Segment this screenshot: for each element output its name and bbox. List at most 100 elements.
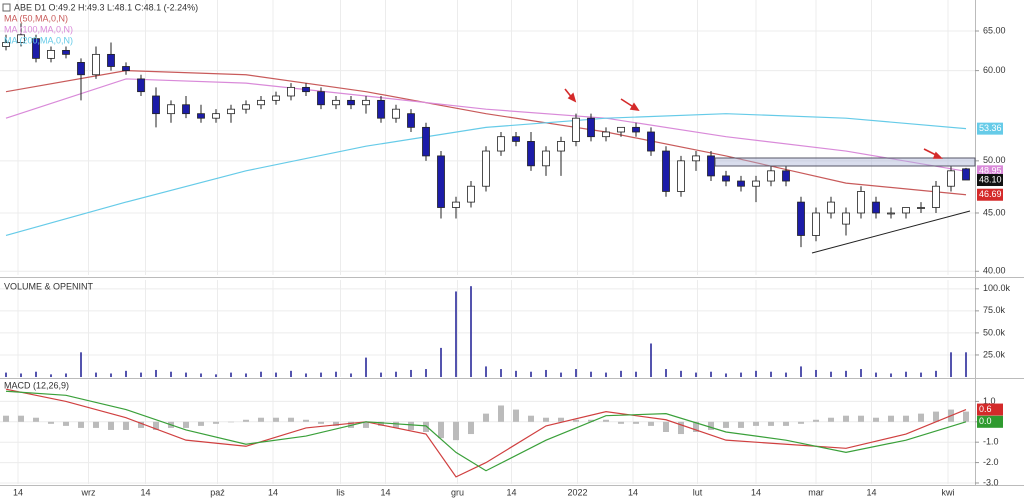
candle-body xyxy=(797,201,805,236)
volume-bar xyxy=(545,369,547,377)
volume-bar xyxy=(95,372,97,377)
y-tick-label: -1.0 xyxy=(983,437,999,447)
histogram-bar xyxy=(438,421,444,439)
volume-bar xyxy=(725,373,727,377)
candle-body xyxy=(122,66,130,72)
histogram-bar xyxy=(378,421,384,426)
volume-bar xyxy=(665,369,667,377)
histogram-bar xyxy=(933,411,939,422)
volume-bar xyxy=(185,372,187,377)
price-tag xyxy=(977,188,1003,201)
indicator-line xyxy=(5,113,967,237)
volume-bar xyxy=(50,374,52,377)
volume-bar xyxy=(260,371,262,377)
volume-bar xyxy=(890,373,892,377)
volume-bar xyxy=(860,369,862,377)
volume-bar xyxy=(710,371,712,377)
candle-body xyxy=(947,170,955,187)
histogram-bar xyxy=(618,421,624,424)
volume-bar xyxy=(320,372,322,377)
y-tick-label: -3.0 xyxy=(983,477,999,487)
volume-bar xyxy=(950,352,952,377)
candle-body xyxy=(287,86,295,97)
histogram-bar xyxy=(963,411,969,422)
candle-body xyxy=(32,38,40,59)
candle-body xyxy=(662,150,670,192)
volume-bar xyxy=(65,373,67,377)
histogram-bar xyxy=(258,417,264,422)
volume-bar xyxy=(170,371,172,377)
volume-bar xyxy=(485,366,487,377)
histogram-bar xyxy=(498,405,504,422)
histogram-bar xyxy=(303,419,309,422)
histogram-bar xyxy=(753,421,759,426)
x-tick-label: 2022 xyxy=(567,487,587,497)
candle-body xyxy=(647,131,655,152)
volume-bar xyxy=(530,371,532,377)
x-tick-label: kwi xyxy=(942,487,955,497)
candle-body xyxy=(182,104,190,115)
candle-body xyxy=(107,53,115,67)
x-tick-label: 14 xyxy=(380,487,390,497)
histogram-bar xyxy=(708,421,714,430)
candle-body xyxy=(872,201,880,214)
candle-body xyxy=(2,42,10,47)
volume-bar xyxy=(965,352,967,377)
candle-body xyxy=(332,99,340,106)
candle-body xyxy=(62,49,70,55)
price-tag-label: 0.0 xyxy=(979,416,992,426)
volume-bar xyxy=(245,373,247,377)
candle-body xyxy=(692,155,700,162)
candle-body xyxy=(227,108,235,115)
x-tick-label: 14 xyxy=(268,487,278,497)
y-tick-label: 1.0 xyxy=(983,396,996,406)
histogram-bar xyxy=(888,415,894,422)
histogram-bar xyxy=(678,421,684,435)
volume-bar xyxy=(635,371,637,377)
candle-body xyxy=(77,62,85,76)
histogram-bar xyxy=(18,415,24,422)
price-tag xyxy=(977,122,1003,135)
volume-bar xyxy=(590,371,592,377)
volume-bar xyxy=(125,370,127,377)
histogram-bar xyxy=(513,409,519,422)
panel-title: MACD (12,26,9) xyxy=(4,380,69,390)
histogram-bar xyxy=(858,415,864,422)
volume-bar xyxy=(440,347,442,377)
candle-body xyxy=(167,104,175,115)
volume-bar xyxy=(155,369,157,377)
chart-title: ABE D1 O:49.2 H:49.3 L:48.1 C:48.1 (-2.2… xyxy=(14,2,198,12)
x-tick-label: 14 xyxy=(628,487,638,497)
price-tag-label: 48.10 xyxy=(979,174,1002,184)
histogram-bar xyxy=(903,415,909,422)
volume-bar xyxy=(815,369,817,377)
histogram-bar xyxy=(393,421,399,428)
price-tag xyxy=(977,415,1003,428)
histogram-bar xyxy=(483,413,489,422)
volume-bar xyxy=(905,371,907,377)
histogram-bar xyxy=(183,421,189,428)
histogram-bar xyxy=(108,421,114,430)
candle-body xyxy=(602,131,610,138)
histogram-bar xyxy=(318,421,324,424)
annotations xyxy=(564,88,976,254)
volume-bar xyxy=(35,371,37,377)
header-icons xyxy=(2,3,11,12)
candle-body xyxy=(842,212,850,225)
candle-body xyxy=(572,117,580,142)
volume-bar xyxy=(455,291,457,377)
volume-bar xyxy=(410,369,412,377)
volume-bar xyxy=(605,372,607,377)
histogram-bar xyxy=(48,421,54,424)
y-tick-label: 40.00 xyxy=(983,266,1006,276)
candle-body xyxy=(92,53,100,76)
volume-bar xyxy=(515,370,517,377)
volume-bar xyxy=(350,373,352,377)
volume-bar xyxy=(560,372,562,377)
x-tick-label: 14 xyxy=(506,487,516,497)
histogram-bar xyxy=(228,421,234,423)
volume-bar xyxy=(800,366,802,377)
histogram-bar xyxy=(243,419,249,422)
volume-bar xyxy=(5,372,7,377)
histogram-bar xyxy=(588,419,594,422)
